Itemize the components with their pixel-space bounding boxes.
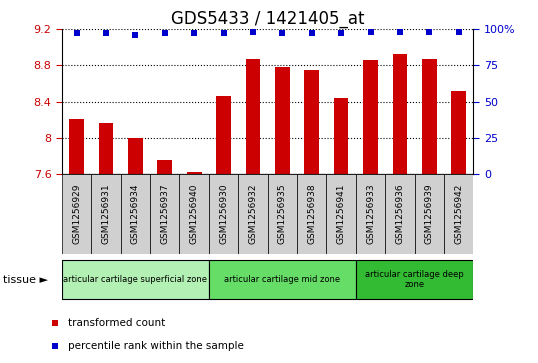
Bar — [128, 138, 143, 174]
Text: articular cartilage superficial zone: articular cartilage superficial zone — [63, 275, 207, 284]
Bar — [187, 171, 202, 174]
Bar — [150, 174, 180, 254]
Text: GSM1256931: GSM1256931 — [102, 184, 110, 245]
Bar — [327, 174, 356, 254]
Bar — [393, 54, 407, 174]
Text: GSM1256933: GSM1256933 — [366, 184, 375, 245]
Bar — [238, 174, 268, 254]
Text: GSM1256940: GSM1256940 — [190, 184, 199, 244]
Bar — [305, 70, 319, 174]
Bar — [246, 59, 260, 174]
Bar — [275, 67, 289, 174]
Bar — [91, 174, 121, 254]
Bar — [62, 260, 209, 299]
Bar — [334, 98, 349, 174]
Text: GSM1256937: GSM1256937 — [160, 184, 169, 245]
Text: GSM1256934: GSM1256934 — [131, 184, 140, 244]
Text: GSM1256938: GSM1256938 — [307, 184, 316, 245]
Bar — [415, 174, 444, 254]
Bar — [209, 260, 356, 299]
Bar — [209, 174, 238, 254]
Bar — [121, 174, 150, 254]
Text: transformed count: transformed count — [68, 318, 165, 328]
Text: GSM1256929: GSM1256929 — [72, 184, 81, 244]
Text: percentile rank within the sample: percentile rank within the sample — [68, 340, 244, 351]
Bar — [98, 122, 114, 174]
Bar — [158, 160, 172, 174]
Bar — [267, 174, 297, 254]
Bar — [216, 96, 231, 174]
Text: articular cartilage deep
zone: articular cartilage deep zone — [365, 270, 464, 289]
Title: GDS5433 / 1421405_at: GDS5433 / 1421405_at — [171, 10, 364, 28]
Text: articular cartilage mid zone: articular cartilage mid zone — [224, 275, 341, 284]
Text: GSM1256939: GSM1256939 — [425, 184, 434, 245]
Bar — [62, 174, 91, 254]
Text: GSM1256936: GSM1256936 — [395, 184, 405, 245]
Text: tissue ►: tissue ► — [3, 274, 48, 285]
Bar — [422, 59, 437, 174]
Text: GSM1256942: GSM1256942 — [454, 184, 463, 244]
Text: GSM1256932: GSM1256932 — [249, 184, 258, 244]
Bar — [385, 174, 415, 254]
Bar — [444, 174, 473, 254]
Bar — [363, 60, 378, 174]
Text: GSM1256930: GSM1256930 — [219, 184, 228, 245]
Bar — [356, 174, 385, 254]
Text: GSM1256941: GSM1256941 — [337, 184, 345, 244]
Bar — [69, 119, 84, 174]
Text: GSM1256935: GSM1256935 — [278, 184, 287, 245]
Bar — [451, 91, 466, 174]
Bar — [356, 260, 473, 299]
Bar — [297, 174, 327, 254]
Bar — [180, 174, 209, 254]
